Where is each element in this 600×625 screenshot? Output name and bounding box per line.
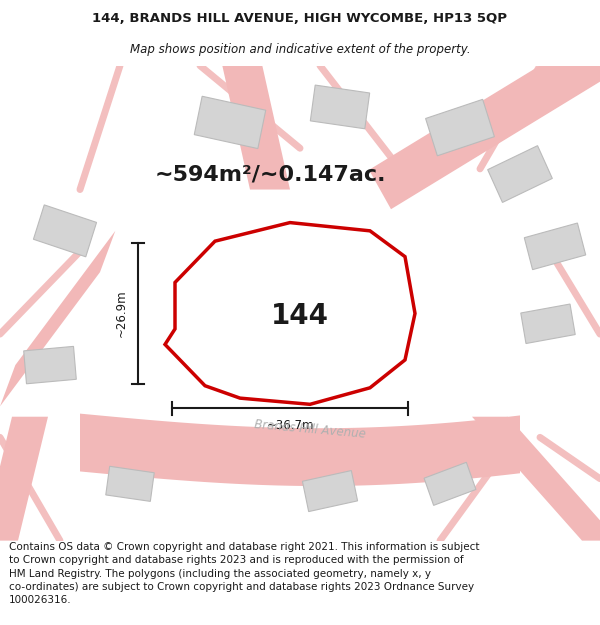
Text: ~594m²/~0.147ac.: ~594m²/~0.147ac.: [154, 164, 386, 184]
Polygon shape: [194, 96, 266, 149]
Polygon shape: [424, 462, 476, 506]
Text: ~36.7m: ~36.7m: [266, 419, 314, 432]
Polygon shape: [369, 36, 600, 209]
Polygon shape: [24, 346, 76, 384]
Polygon shape: [472, 417, 600, 541]
Polygon shape: [488, 146, 553, 202]
Polygon shape: [524, 223, 586, 269]
Text: ~26.9m: ~26.9m: [115, 289, 128, 338]
Text: Map shows position and indicative extent of the property.: Map shows position and indicative extent…: [130, 44, 470, 56]
Text: 144, BRANDS HILL AVENUE, HIGH WYCOMBE, HP13 5QP: 144, BRANDS HILL AVENUE, HIGH WYCOMBE, H…: [92, 12, 508, 25]
Text: Contains OS data © Crown copyright and database right 2021. This information is : Contains OS data © Crown copyright and d…: [9, 542, 479, 605]
Text: Brands Hill Avenue: Brands Hill Avenue: [254, 418, 366, 441]
Polygon shape: [34, 205, 97, 257]
Polygon shape: [310, 85, 370, 129]
Polygon shape: [106, 466, 154, 501]
Polygon shape: [220, 55, 290, 189]
Polygon shape: [165, 222, 415, 404]
Polygon shape: [521, 304, 575, 344]
Text: 144: 144: [271, 301, 329, 329]
Polygon shape: [237, 272, 353, 359]
Polygon shape: [0, 231, 115, 406]
Polygon shape: [425, 99, 494, 156]
Polygon shape: [302, 471, 358, 512]
Polygon shape: [80, 414, 520, 486]
Polygon shape: [0, 417, 48, 541]
